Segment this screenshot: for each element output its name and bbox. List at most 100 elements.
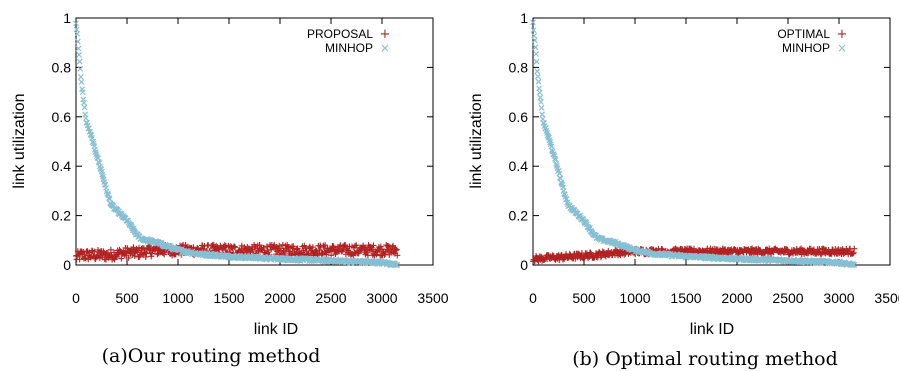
series-minhop [73,20,401,268]
data-points [530,19,858,268]
data-point [339,247,346,254]
y-tick-label: 1 [520,10,528,26]
data-point [260,244,267,251]
data-point [394,252,401,259]
plot-frame [532,17,891,266]
data-point [114,253,121,260]
data-point [533,50,539,57]
y-tick-label: 0.4 [52,158,72,174]
data-point [134,247,141,254]
data-point [556,170,563,177]
x-tick-label: 3000 [366,290,397,306]
x-axis-label: link ID [254,321,298,338]
data-point [534,73,541,80]
data-point [147,244,154,251]
data-point [323,251,330,258]
x-tick-label: 3500 [874,290,899,306]
chart-panel-b: 0 0.2 0.4 0.6 0.8 1 0 500 1000 1500 2000 2500 3000 3… [468,10,899,370]
data-point [90,138,97,145]
data-point [231,243,238,250]
data-point [394,262,401,268]
x-tick-label: 2000 [721,290,752,306]
x-tick-label: 2000 [264,290,295,306]
legend-marker-plus: + [837,27,848,42]
data-point [370,242,377,249]
plot-frame [75,17,434,266]
y-axis-ticks: 0 0.2 0.4 0.6 0.8 1 [509,10,890,273]
data-point [131,253,138,260]
data-point [850,250,857,257]
legend-label: MINHOP [325,41,373,55]
data-point [621,251,628,258]
panel-caption: (b) Optimal routing method [572,348,838,370]
data-point [330,243,337,250]
data-point [393,247,400,254]
data-point [851,261,858,268]
x-axis-ticks: 0 500 1000 1500 2000 2500 3000 3500 [529,18,899,306]
data-point [532,44,539,51]
data-point [201,242,208,249]
x-tick-label: 1000 [162,290,193,306]
data-point [293,246,300,253]
data-point [125,217,131,224]
data-point [83,248,90,255]
data-point [76,58,83,65]
legend-label: PROPOSAL [307,27,373,41]
legend: OPTIMAL + MINHOP × [777,27,847,55]
data-point [74,38,81,45]
y-axis-label: link utilization [11,93,28,188]
data-point [74,30,81,37]
data-point [91,248,98,255]
data-point [549,147,555,154]
data-point [142,249,149,256]
data-point [76,51,82,58]
data-point [145,242,152,249]
data-point [533,58,540,65]
data-point [75,45,82,52]
data-point [553,161,560,167]
data-point [599,248,606,255]
data-point [316,246,323,253]
data-point [77,65,84,72]
data-point [78,79,85,86]
chart-panel-a: 0 0.2 0.4 0.6 0.8 1 0 500 1000 1500 2000 2500 3000 3… [11,10,449,367]
x-tick-label: 1500 [670,290,701,306]
y-tick-label: 0.8 [509,59,529,75]
x-tick-label: 2500 [315,290,346,306]
data-point [583,219,590,226]
data-point [352,242,359,249]
data-point [535,78,542,85]
data-point [82,115,89,122]
y-tick-label: 0.2 [52,208,72,224]
y-tick-label: 0 [63,257,71,273]
y-tick-label: 0.8 [52,59,72,75]
data-point [530,27,537,34]
x-tick-label: 3500 [417,290,448,306]
data-point [353,242,360,249]
data-point [393,246,400,253]
data-point [222,246,229,253]
data-point [256,242,263,249]
x-tick-label: 1000 [619,290,650,306]
data-point [294,245,301,252]
data-point [531,37,538,44]
x-tick-label: 0 [529,290,537,306]
data-point [107,246,114,253]
data-point [118,255,125,262]
data-point [369,246,376,253]
data-point [130,244,137,251]
data-point [322,242,329,249]
legend: PROPOSAL + MINHOP × [307,27,390,55]
y-tick-label: 0.4 [509,158,529,174]
legend-marker-x: × [380,41,390,55]
data-point [367,247,374,254]
data-point [531,32,538,39]
x-axis-ticks: 0 500 1000 1500 2000 2500 3000 3500 [72,18,449,306]
data-point [161,251,168,258]
x-tick-label: 500 [115,290,139,306]
legend-marker-plus: + [380,27,391,42]
data-points [73,20,401,268]
x-tick-label: 2500 [772,290,803,306]
y-tick-label: 1 [63,10,71,26]
data-point [538,99,544,105]
